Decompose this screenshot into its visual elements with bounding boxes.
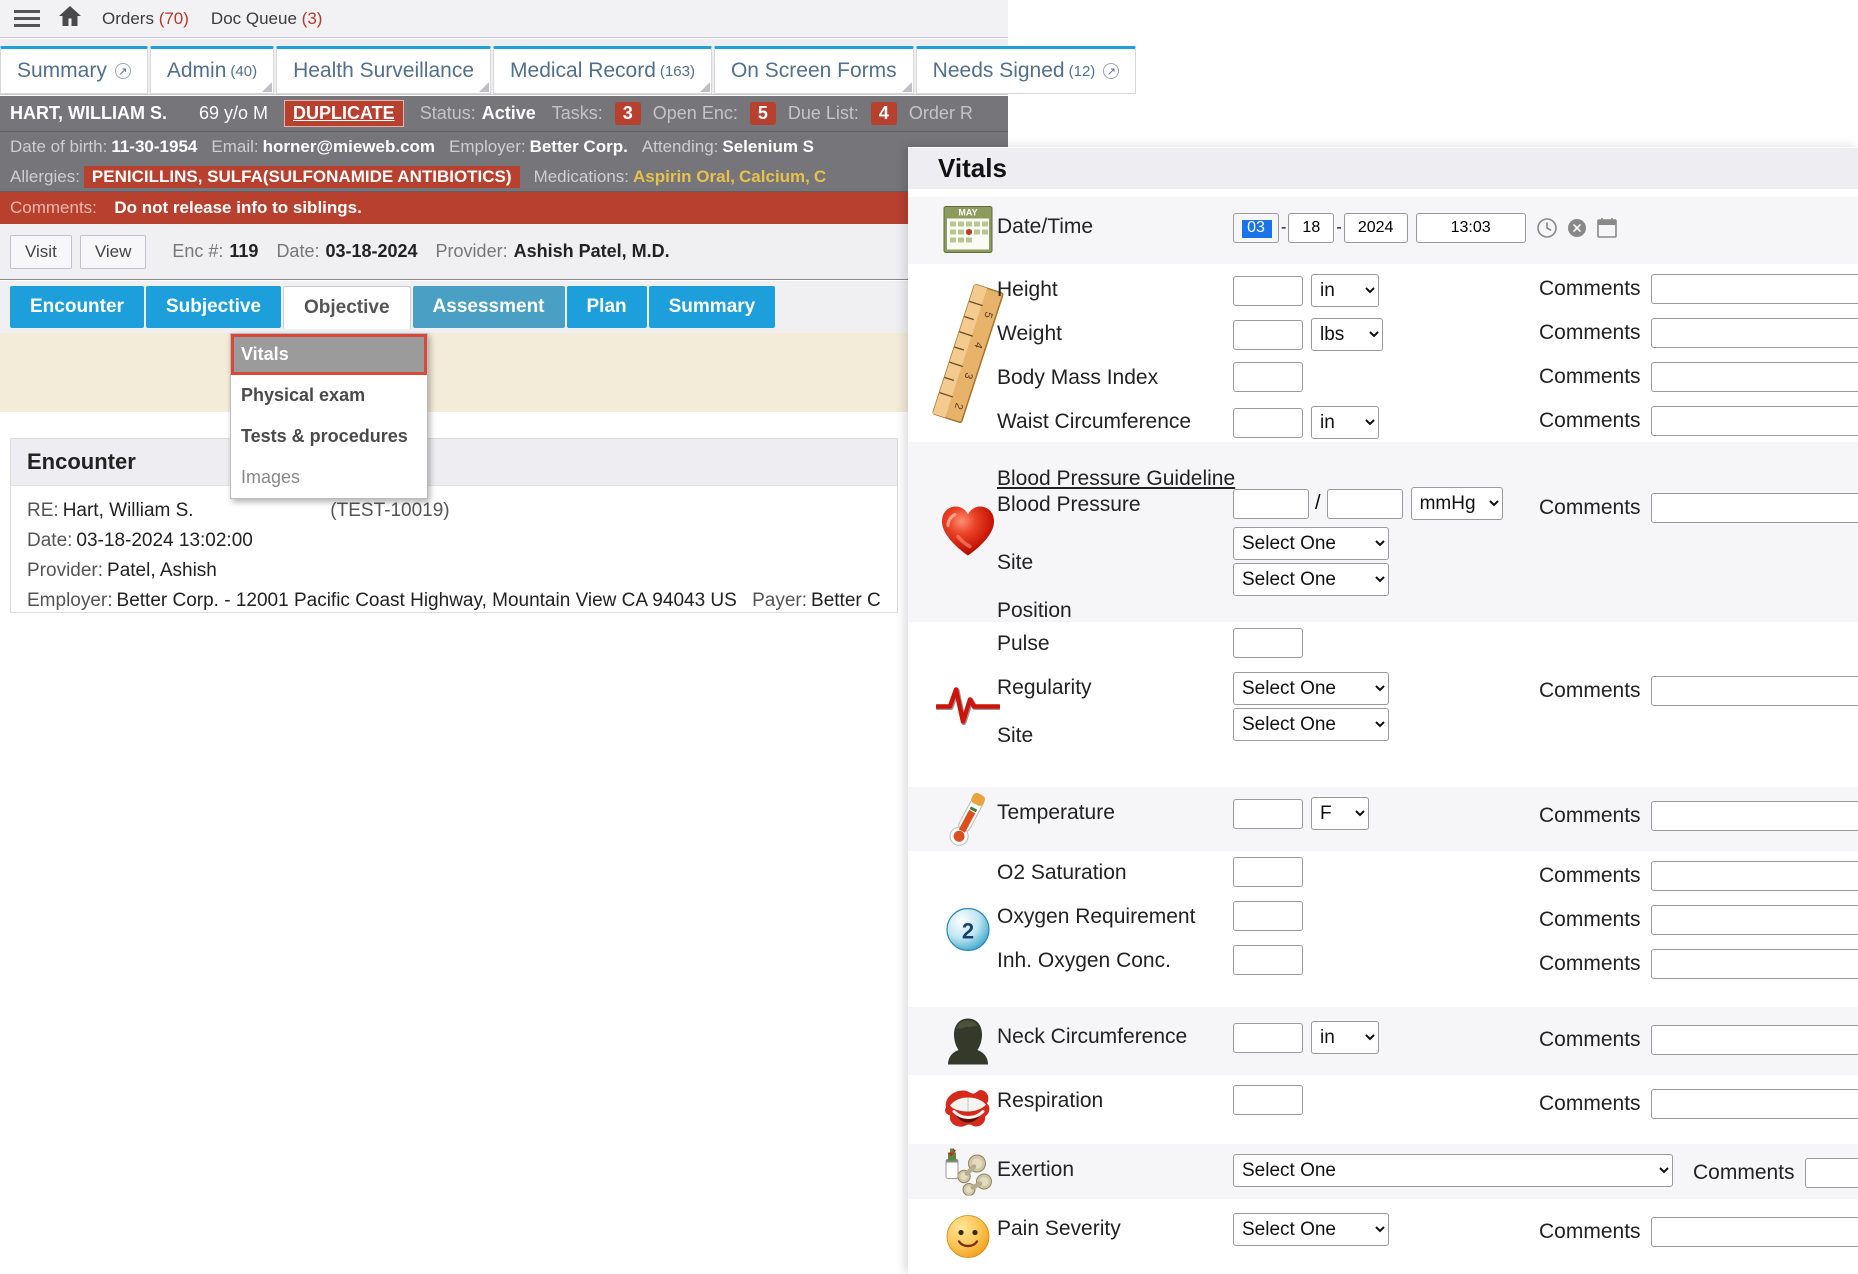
svg-text:2: 2 <box>961 918 973 943</box>
svg-text:MAY: MAY <box>958 208 977 218</box>
